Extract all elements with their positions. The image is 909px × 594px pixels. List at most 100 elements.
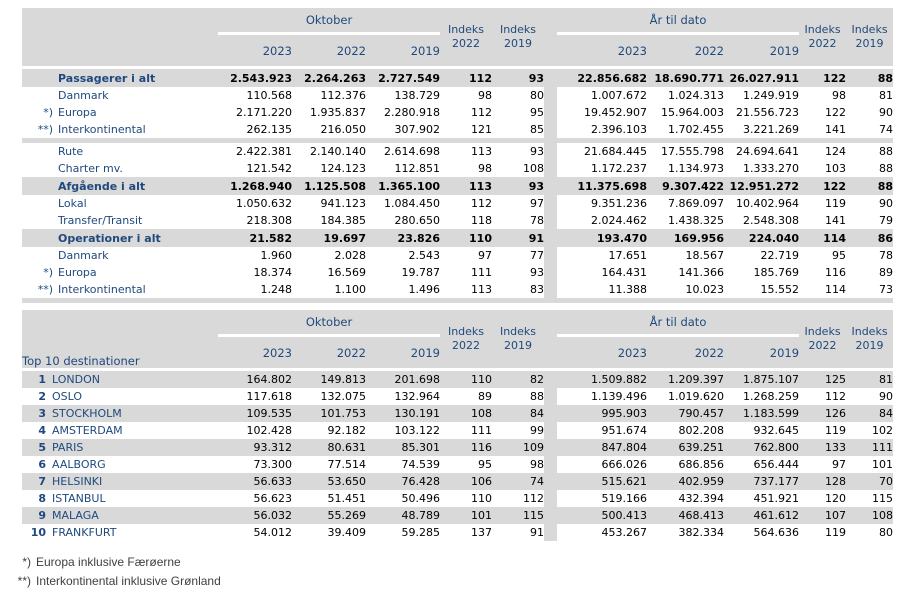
footnote-text: Europa inklusive Færøerne — [36, 555, 181, 569]
row-label-cell: Lokal — [22, 195, 218, 212]
value-cell: 951.674 — [557, 422, 647, 439]
value-cell: 98 — [440, 160, 492, 177]
value-cell: 1.509.882 — [557, 369, 647, 388]
value-cell: 519.166 — [557, 490, 647, 507]
value-cell: 133 — [799, 439, 847, 456]
destination-rank: 4 — [38, 424, 46, 437]
value-cell: 97 — [492, 195, 544, 212]
footnote-prefix: **) — [17, 574, 31, 588]
column-header-indeks-2019: Indeks 2019 — [846, 8, 894, 69]
value-cell: 74.539 — [366, 456, 440, 473]
row-label-cell: Transfer/Transit — [22, 212, 218, 229]
traffic-table-body: Passagerer i alt 2.543.923 2.264.263 2.727.… — [22, 67, 894, 303]
destination-name: OSLO — [52, 390, 83, 403]
traffic-table-corner — [22, 8, 218, 69]
destination-name: FRANKFURT — [52, 526, 117, 539]
row-label: Europa — [58, 266, 97, 279]
column-spacer — [544, 143, 557, 160]
value-cell: 106 — [440, 473, 492, 490]
value-cell: 1.702.455 — [647, 121, 724, 138]
value-cell: 2.280.918 — [366, 104, 440, 121]
value-cell: 149.813 — [292, 369, 366, 388]
value-cell: 73 — [846, 281, 894, 298]
column-header-year: 2023 — [557, 335, 647, 371]
value-cell: 122 — [799, 67, 847, 87]
traffic-table-header: Oktober Indeks 2022 Indeks 2019 År til dat… — [22, 8, 894, 69]
value-cell: 15.964.003 — [647, 104, 724, 121]
table-row: Operationer i alt 21.582 19.697 23.826 110 91… — [22, 229, 894, 247]
column-header-year: 2019 — [724, 335, 800, 371]
value-cell: 50.496 — [366, 490, 440, 507]
row-label: Lokal — [58, 197, 87, 210]
column-spacer — [544, 490, 557, 507]
value-cell: 91 — [492, 524, 544, 541]
column-header-year: 2022 — [292, 335, 366, 371]
value-cell: 56.623 — [218, 490, 292, 507]
value-cell: 564.636 — [724, 524, 800, 541]
value-cell: 1.496 — [366, 281, 440, 298]
october-group-header: Oktober — [218, 8, 440, 35]
ytd-group-header: År til dato — [557, 8, 800, 35]
value-cell: 262.135 — [218, 121, 292, 138]
value-cell: 85.301 — [366, 439, 440, 456]
column-spacer — [544, 439, 557, 456]
row-label: Afgående i alt — [58, 179, 146, 193]
ytd-group-header: År til dato — [557, 310, 800, 337]
value-cell: 138.729 — [366, 87, 440, 104]
value-cell: 74 — [492, 473, 544, 490]
value-cell: 89 — [440, 388, 492, 405]
value-cell: 115 — [492, 507, 544, 524]
column-header-indeks-2019: Indeks 2019 — [846, 310, 894, 371]
column-header-year: 2023 — [218, 335, 292, 371]
value-cell: 80 — [846, 524, 894, 541]
value-cell: 1.125.508 — [292, 177, 366, 195]
value-cell: 24.694.641 — [724, 143, 800, 160]
table-row: 4 AMSTERDAM 102.428 92.182 103.122 111 99 951.6… — [22, 422, 894, 439]
traffic-table: Oktober Indeks 2022 Indeks 2019 År til dat… — [22, 8, 894, 303]
destination-label-cell: 3 STOCKHOLM — [22, 405, 218, 422]
column-header-indeks-2022: Indeks 2022 — [440, 310, 492, 371]
destinations-table: Top 10 destinationer Oktober Indeks 2022 … — [22, 310, 894, 541]
column-spacer — [544, 195, 557, 212]
value-cell: 97 — [799, 456, 847, 473]
destination-rank: 5 — [38, 441, 46, 454]
footnote-interkontinental: **) Interkontinental inklusive Grønland — [10, 572, 909, 591]
destination-name: STOCKHOLM — [52, 407, 122, 420]
value-cell: 280.650 — [366, 212, 440, 229]
row-prefix: **) — [37, 283, 53, 296]
column-spacer — [544, 8, 557, 69]
value-cell: 111 — [440, 422, 492, 439]
value-cell: 93 — [492, 67, 544, 87]
row-label-cell: Danmark — [22, 87, 218, 104]
value-cell: 2.024.462 — [557, 212, 647, 229]
value-cell: 99 — [492, 422, 544, 439]
value-cell: 121.542 — [218, 160, 292, 177]
value-cell: 1.333.270 — [724, 160, 800, 177]
value-cell: 117.618 — [218, 388, 292, 405]
value-cell: 164.802 — [218, 369, 292, 388]
value-cell: 1.172.237 — [557, 160, 647, 177]
value-cell: 113 — [440, 177, 492, 195]
table-row: 2 OSLO 117.618 132.075 132.964 89 88 1.139.496 1… — [22, 388, 894, 405]
table-row: Danmark 1.960 2.028 2.543 97 77 17.651 18.567 22… — [22, 247, 894, 264]
value-cell: 109 — [492, 439, 544, 456]
value-cell: 2.543 — [366, 247, 440, 264]
table-row: 10 FRANKFURT 54.012 39.409 59.285 137 91 453.26… — [22, 524, 894, 541]
value-cell: 39.409 — [292, 524, 366, 541]
value-cell: 79 — [846, 212, 894, 229]
value-cell: 95 — [799, 247, 847, 264]
value-cell: 1.935.837 — [292, 104, 366, 121]
table-row: 8 ISTANBUL 56.623 51.451 50.496 110 112 519.166… — [22, 490, 894, 507]
column-spacer — [544, 388, 557, 405]
value-cell: 453.267 — [557, 524, 647, 541]
value-cell: 1.268.940 — [218, 177, 292, 195]
value-cell: 16.569 — [292, 264, 366, 281]
table-row — [22, 138, 894, 143]
value-cell: 141 — [799, 121, 847, 138]
value-cell: 1.024.313 — [647, 87, 724, 104]
row-label: Passagerer i alt — [58, 71, 156, 85]
value-cell: 98 — [799, 87, 847, 104]
value-cell: 93 — [492, 264, 544, 281]
column-header-indeks-2022: Indeks 2022 — [440, 8, 492, 69]
value-cell: 56.633 — [218, 473, 292, 490]
